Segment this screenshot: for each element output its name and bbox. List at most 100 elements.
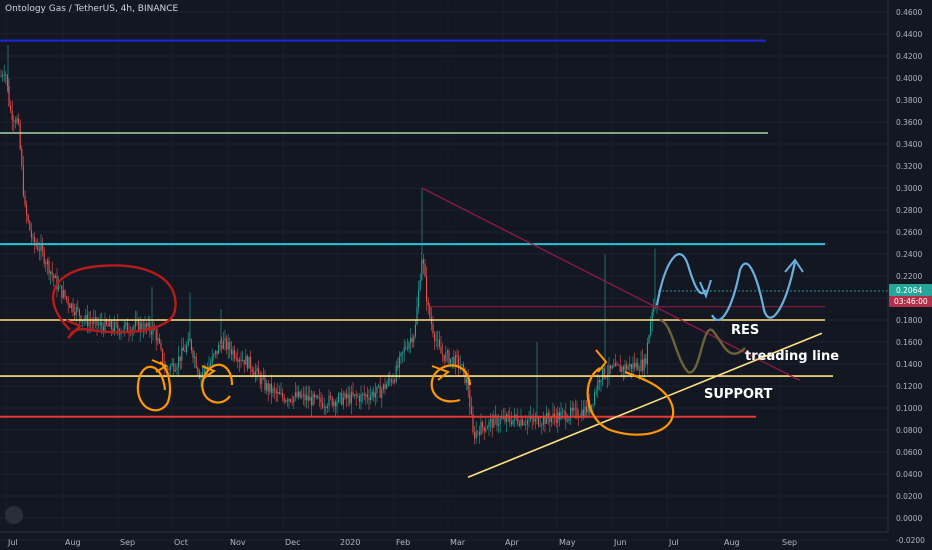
candle-body [315, 395, 317, 398]
candle-body [525, 424, 527, 425]
candle-body [573, 408, 575, 411]
candle-body [475, 431, 477, 439]
candle-body [534, 418, 536, 422]
candle-body [310, 396, 312, 406]
candle-body [560, 412, 562, 420]
candle-body [470, 406, 472, 415]
candle-body [216, 350, 218, 355]
candle-body [398, 356, 400, 368]
candle-body [262, 377, 264, 379]
candle-body [349, 394, 351, 404]
symbol-title: Ontology Gas / TetherUS, 4h, BINANCE [5, 4, 179, 14]
candle-body [93, 319, 95, 324]
candle-body [272, 388, 274, 394]
candle-body [387, 378, 389, 385]
candle-body [94, 317, 96, 320]
candle-body [43, 250, 45, 264]
candle-body [405, 347, 407, 349]
orange-arrow-mark [151, 359, 169, 373]
candle-body [618, 364, 620, 366]
candle-body [147, 322, 149, 327]
candle-body [146, 323, 148, 327]
candle-body [395, 365, 397, 382]
candle-body [653, 306, 655, 312]
candle-body [306, 395, 308, 401]
candle-body [371, 392, 373, 396]
candle-body [141, 322, 143, 330]
candle-body [624, 364, 626, 371]
price-axis[interactable]: 0.4600 0.4400 0.4200 0.4000 0.3800 0.3600 0.34… [887, 0, 932, 550]
candle-body [501, 418, 503, 420]
candle-body [182, 347, 184, 351]
candle-body [446, 350, 448, 353]
candle-body [616, 363, 618, 365]
candle-body [357, 396, 359, 398]
candle-body [274, 388, 276, 391]
candle-body [267, 383, 269, 392]
candle-body [610, 365, 612, 369]
price-tick-label: 0.1800 [896, 316, 922, 325]
candle-body [162, 348, 164, 364]
downtrend-line [421, 187, 801, 382]
candle-body [381, 389, 383, 398]
candle-body [360, 393, 362, 402]
candle-body [600, 380, 602, 383]
candle-body [445, 352, 447, 361]
candle-body [150, 331, 152, 335]
candle-body [597, 380, 599, 391]
candle-body [493, 415, 495, 428]
candle-body [250, 356, 252, 369]
price-tick-label: 0.1600 [896, 338, 922, 347]
candle-body [0, 75, 2, 77]
candle-body [526, 420, 528, 425]
candle-body [528, 419, 530, 421]
candle-body [34, 236, 36, 245]
candle-body [187, 338, 189, 346]
candle-body [568, 418, 570, 421]
candle-body [48, 260, 50, 274]
candle-body [91, 322, 93, 324]
candle-body [640, 359, 642, 372]
candle-body [246, 356, 248, 369]
candle-body [290, 399, 292, 402]
candle-body [562, 411, 564, 413]
candle-body [458, 356, 460, 367]
candle-body [634, 363, 636, 368]
candle-body [586, 406, 588, 413]
candle-body [602, 367, 604, 381]
candle-body [312, 394, 314, 406]
candle-body [325, 406, 327, 409]
candle-body [2, 75, 4, 77]
candle-body [258, 368, 260, 375]
candle-body [248, 356, 250, 369]
candle-body [450, 358, 452, 364]
candle-body [45, 263, 47, 265]
price-tick-label: 0.1200 [896, 382, 922, 391]
candle-body [574, 407, 576, 409]
treading-line-label: treading line [745, 349, 839, 364]
time-tick-label: Jun [613, 538, 627, 547]
time-tick-label: Sep [120, 538, 135, 547]
candle-body [453, 357, 455, 367]
candle-body [421, 259, 423, 281]
time-tick-label: Mar [450, 538, 466, 547]
candle-body [192, 349, 194, 358]
candle-body [278, 392, 280, 395]
candle-body [66, 296, 68, 299]
time-axis[interactable]: Jul Aug Sep Oct Nov Dec 2020 Feb Mar Apr May Jun Jul… [0, 531, 888, 547]
price-tick-label: 0.3200 [896, 162, 922, 171]
last-price-tag [889, 283, 932, 296]
countdown-tag [889, 295, 932, 307]
candle-body [541, 424, 543, 426]
candle-body [608, 365, 610, 376]
tradingview-logo-icon[interactable] [5, 506, 23, 524]
candle-body [261, 377, 263, 384]
candle-body [24, 195, 26, 205]
candle-body [614, 363, 616, 367]
candle-body [264, 377, 266, 391]
time-tick-label: May [559, 538, 576, 547]
candle-body [21, 149, 23, 167]
candle-body [294, 392, 296, 397]
candle-body [605, 377, 607, 379]
